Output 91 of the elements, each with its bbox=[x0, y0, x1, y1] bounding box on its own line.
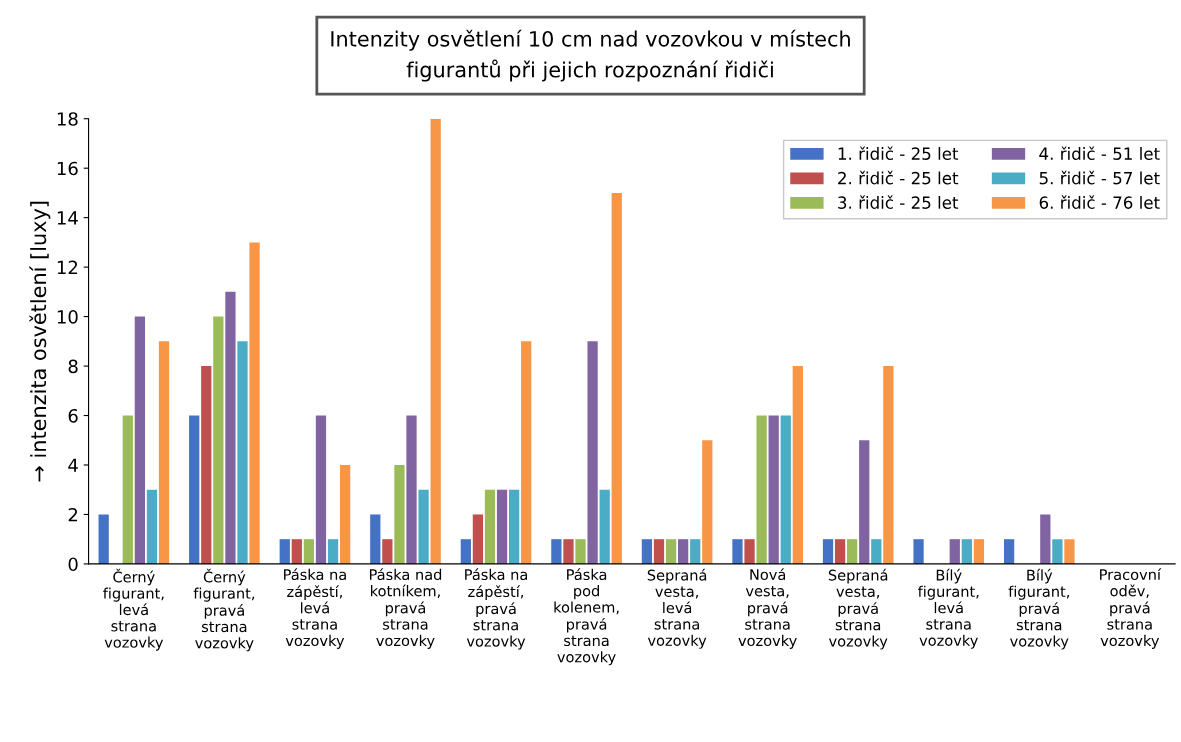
legend-label: 4. řidič - 51 let bbox=[1039, 146, 1160, 160]
bar bbox=[732, 539, 743, 564]
x-tick-label: Páska pod kolenem, pravá strana vozovky bbox=[554, 568, 619, 666]
bar bbox=[509, 489, 520, 564]
bar bbox=[641, 539, 653, 564]
x-tick-label: Pracovní oděv, pravá strana vozovky bbox=[1100, 568, 1162, 649]
bar bbox=[430, 118, 441, 564]
bar bbox=[665, 539, 677, 564]
bar bbox=[883, 366, 894, 564]
bar bbox=[146, 489, 158, 564]
legend-label: 1. řidič - 25 let bbox=[838, 146, 959, 160]
bar bbox=[792, 366, 803, 564]
bar bbox=[339, 464, 351, 564]
x-tick-label: Páska nad kotníkem, pravá strana vozovky bbox=[369, 568, 442, 649]
bar bbox=[472, 514, 484, 564]
bar bbox=[484, 489, 496, 564]
bar bbox=[122, 415, 133, 564]
bar bbox=[822, 539, 834, 564]
bar bbox=[973, 539, 985, 564]
legend-label: 2. řidič - 25 let bbox=[838, 170, 959, 185]
bar bbox=[237, 341, 248, 564]
bar bbox=[225, 291, 236, 564]
bar bbox=[871, 539, 882, 564]
legend-label: 5. řidič - 57 let bbox=[1039, 170, 1160, 185]
y-tick-label: 14 bbox=[57, 211, 78, 225]
bar bbox=[1040, 514, 1051, 564]
bar bbox=[744, 539, 755, 564]
y-tick-label: 10 bbox=[57, 310, 78, 324]
bar bbox=[1052, 539, 1063, 564]
bar bbox=[859, 440, 870, 564]
bar bbox=[327, 539, 339, 564]
bar bbox=[496, 489, 508, 564]
x-tick-label: Nová vesta, pravá strana vozovky bbox=[738, 568, 797, 649]
bar bbox=[303, 539, 315, 564]
bar bbox=[949, 539, 960, 564]
y-tick-label: 4 bbox=[68, 458, 78, 472]
bar bbox=[913, 539, 924, 564]
bar bbox=[587, 341, 598, 564]
bar bbox=[249, 242, 260, 564]
bar bbox=[418, 489, 429, 564]
bar bbox=[678, 539, 689, 564]
bar bbox=[134, 316, 146, 564]
y-tick-label: 12 bbox=[57, 260, 78, 274]
bar bbox=[702, 440, 713, 564]
y-tick-label: 8 bbox=[68, 359, 78, 374]
bar bbox=[756, 415, 767, 564]
bar bbox=[653, 539, 665, 564]
y-axis-title: → intenzita osvětlení [luxy] bbox=[29, 201, 51, 482]
bar bbox=[551, 539, 562, 564]
x-tick-label: Sepraná vesta, pravá strana vozovky bbox=[828, 568, 888, 650]
bar bbox=[575, 539, 586, 564]
bar bbox=[961, 539, 972, 564]
x-tick-label: Černý figurant, pravá strana vozovky bbox=[193, 568, 255, 652]
bar bbox=[521, 341, 532, 564]
y-tick-label: 16 bbox=[57, 161, 78, 176]
y-tick-label: 18 bbox=[57, 112, 78, 126]
y-tick-label: 2 bbox=[68, 507, 78, 522]
bar bbox=[599, 489, 610, 564]
bar bbox=[1003, 539, 1015, 564]
bar bbox=[279, 539, 290, 564]
bar bbox=[189, 415, 200, 564]
y-tick-label: 0 bbox=[68, 557, 78, 572]
bar bbox=[213, 316, 224, 564]
bar bbox=[690, 539, 701, 564]
x-tick-label: Sepraná vesta, levá strana vozovky bbox=[647, 568, 707, 649]
bar bbox=[780, 415, 791, 564]
x-tick-label: Páska na zápěstí, pravá strana vozovky bbox=[465, 568, 527, 650]
bar bbox=[406, 415, 417, 564]
x-tick-label: Bílý figurant, pravá strana vozovky bbox=[1008, 568, 1069, 650]
x-tick-label: Páska na zápěstí, levá strana vozovky bbox=[284, 568, 346, 649]
bar bbox=[563, 539, 574, 564]
bar bbox=[611, 192, 622, 564]
bar bbox=[1064, 539, 1075, 564]
bar bbox=[382, 539, 393, 564]
bar bbox=[315, 415, 327, 564]
x-tick-label: Černý figurant, levá strana vozovky bbox=[103, 568, 164, 651]
x-tick-label: Bílý figurant, levá strana vozovky bbox=[917, 568, 979, 649]
bar bbox=[370, 514, 381, 564]
legend-label: 6. řidič - 76 let bbox=[1039, 195, 1160, 209]
bar bbox=[834, 539, 846, 564]
bar bbox=[847, 539, 858, 564]
bar bbox=[460, 539, 471, 564]
legend-label: 3. řidič - 25 let bbox=[838, 195, 959, 209]
bar bbox=[768, 415, 779, 564]
y-tick-label: 6 bbox=[68, 408, 78, 423]
chart-title: Intenzity osvětlení 10 cm nad vozovkou v místech figurantů při jejich rozpoznání řidiči bbox=[331, 29, 850, 82]
bar bbox=[98, 514, 109, 564]
bar bbox=[291, 539, 302, 564]
bar bbox=[394, 464, 405, 564]
bar bbox=[201, 366, 212, 564]
bar bbox=[158, 341, 170, 564]
